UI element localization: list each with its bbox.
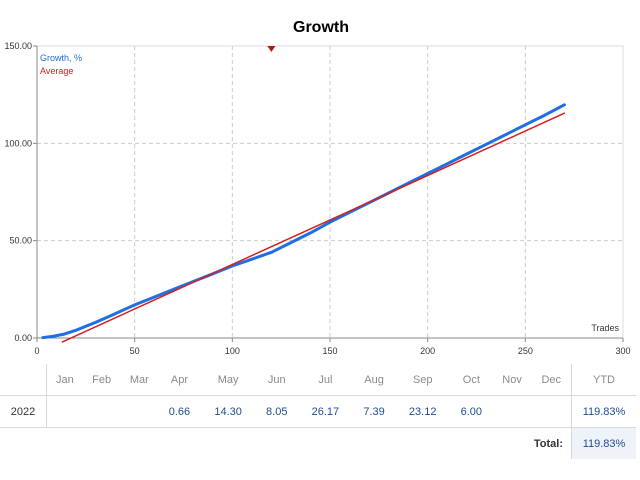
- y-tick-label: 0.00: [14, 333, 32, 343]
- total-row: Total: 119.83%: [0, 427, 636, 459]
- value-cell-sep: 23.12: [395, 395, 451, 428]
- value-cell-nov: [492, 395, 532, 428]
- total-value-cell: 119.83%: [571, 427, 636, 459]
- chart-legend: Growth, % Average: [40, 53, 82, 76]
- table-header-row: Jan Feb Mar Apr May Jun Jul Aug Sep Oct …: [0, 364, 636, 396]
- growth-chart: Growth 0 50 100 150 200 250 300 0.00 50.00 100.00…: [4, 19, 630, 356]
- value-cell-mar: [120, 395, 159, 428]
- chart-grid: [36, 45, 624, 339]
- value-cell-jun: 8.05: [255, 395, 299, 428]
- chart-axes: 0 50 100 150 200 250 300 0.00 50.00 100.00 150.00 T…: [4, 41, 630, 356]
- total-label: Total:: [533, 437, 563, 450]
- month-header-jan: Jan: [46, 364, 83, 396]
- x-tick-label: 150: [322, 346, 337, 356]
- chart-title: Growth: [293, 19, 349, 36]
- x-tick-label: 250: [518, 346, 533, 356]
- x-tick-label: 50: [130, 346, 140, 356]
- average-series-line: [61, 112, 566, 343]
- x-tick-label: 300: [615, 346, 630, 356]
- value-cell-oct: 6.00: [450, 395, 493, 428]
- value-cell-jan: [46, 395, 83, 428]
- y-tick-label: 50.00: [9, 236, 32, 246]
- month-header-aug: Aug: [352, 364, 396, 396]
- marker-triangle-icon: [267, 46, 276, 52]
- value-cell-dec: [531, 395, 572, 428]
- month-header-mar: Mar: [120, 364, 159, 396]
- legend-entry: Growth, %: [40, 53, 82, 63]
- x-tick-label: 0: [34, 346, 39, 356]
- x-tick-label: 100: [225, 346, 240, 356]
- value-cell-may: 14.30: [200, 395, 256, 428]
- chart-series: [41, 103, 566, 343]
- value-cell-apr: 0.66: [158, 395, 201, 428]
- month-header-sep: Sep: [395, 364, 451, 396]
- y-tick-label: 100.00: [4, 138, 32, 148]
- month-header-feb: Feb: [82, 364, 121, 396]
- year-cell: 2022: [0, 395, 47, 428]
- value-cell-aug: 7.39: [352, 395, 396, 428]
- year-header-cell: [0, 364, 47, 396]
- monthly-returns-table: Jan Feb Mar Apr May Jun Jul Aug Sep Oct …: [0, 364, 640, 459]
- y-tick-label: 150.00: [4, 41, 32, 51]
- value-cell-feb: [82, 395, 121, 428]
- table-row: 2022 0.66 14.30 8.05 26.17 7.39 23.12 6.…: [0, 395, 636, 428]
- month-header-jul: Jul: [298, 364, 353, 396]
- growth-series-line: [41, 103, 566, 340]
- x-axis-label: Trades: [591, 323, 619, 333]
- ytd-value-cell: 119.83%: [571, 395, 636, 428]
- month-header-dec: Dec: [531, 364, 572, 396]
- legend-entry: Average: [40, 66, 73, 76]
- month-header-apr: Apr: [158, 364, 201, 396]
- month-header-oct: Oct: [450, 364, 493, 396]
- month-header-jun: Jun: [255, 364, 299, 396]
- x-tick-label: 200: [420, 346, 435, 356]
- ytd-header: YTD: [571, 364, 636, 396]
- value-cell-jul: 26.17: [298, 395, 353, 428]
- month-header-nov: Nov: [492, 364, 532, 396]
- month-header-may: May: [200, 364, 256, 396]
